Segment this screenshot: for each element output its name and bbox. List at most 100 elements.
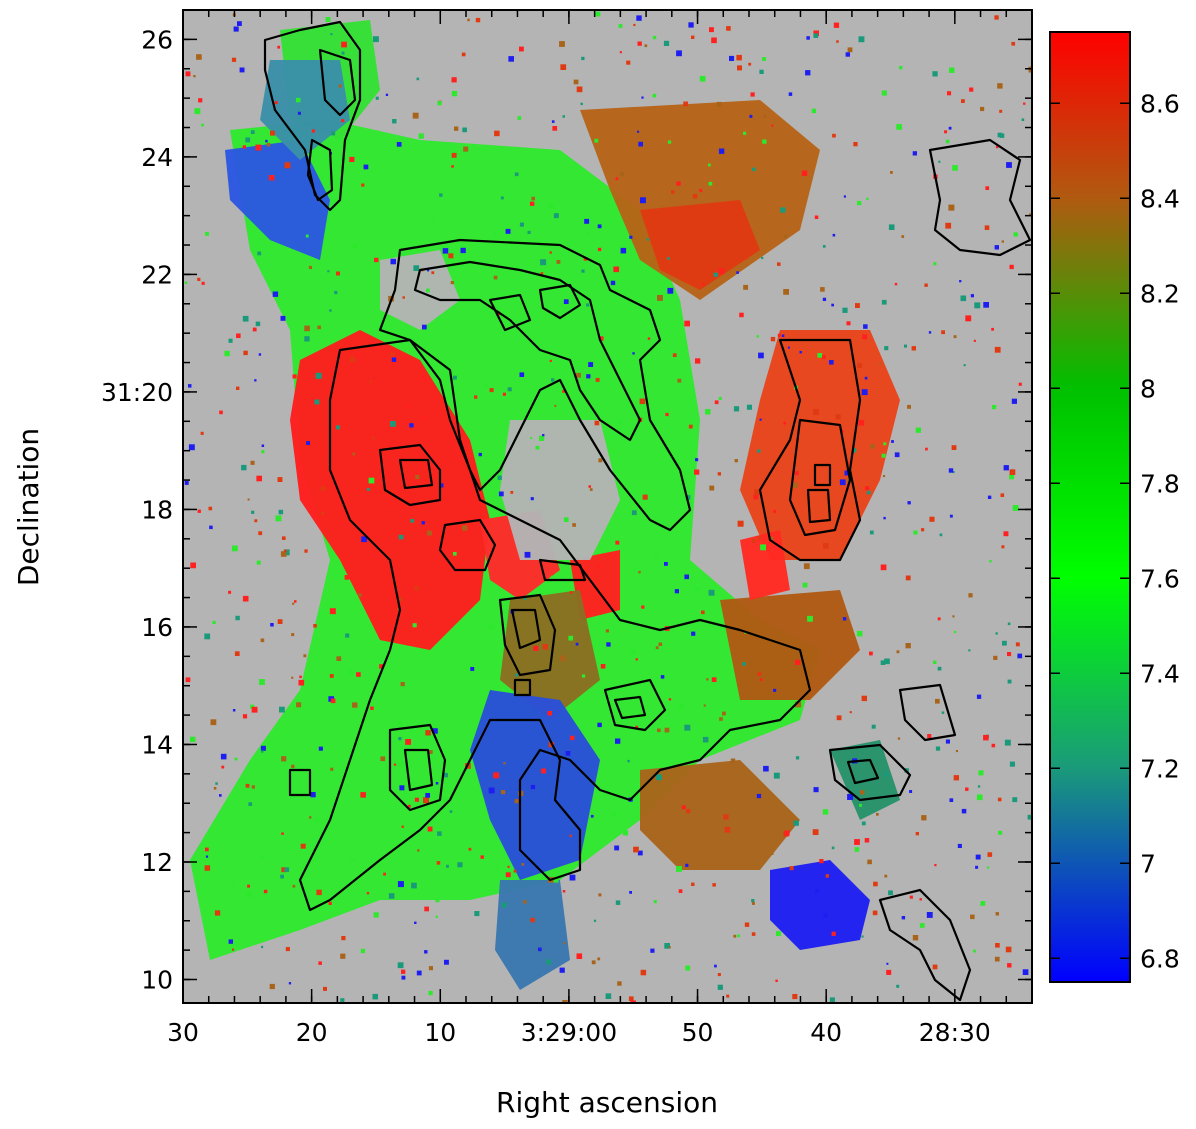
noise-pixel — [411, 882, 417, 889]
noise-pixel — [370, 706, 374, 710]
noise-pixel — [884, 346, 889, 351]
noise-pixel — [713, 272, 718, 277]
noise-pixel — [654, 556, 658, 560]
noise-pixel — [663, 40, 670, 46]
noise-pixel — [305, 234, 309, 238]
colorbar-tick-label: 7 — [1140, 849, 1156, 878]
noise-pixel — [614, 845, 620, 851]
noise-pixel — [219, 794, 222, 797]
noise-pixel — [777, 333, 781, 337]
noise-pixel — [945, 739, 950, 744]
noise-pixel — [947, 91, 952, 96]
noise-pixel — [685, 495, 691, 500]
noise-pixel — [763, 765, 769, 772]
noise-pixel — [1007, 622, 1011, 626]
colorbar-tick-label: 7.6 — [1140, 564, 1180, 593]
noise-pixel — [629, 891, 632, 894]
noise-pixel — [284, 162, 291, 169]
noise-pixel — [743, 284, 749, 290]
noise-pixel — [314, 399, 320, 405]
noise-pixel — [870, 444, 875, 449]
noise-pixel — [215, 782, 218, 785]
noise-pixel — [820, 287, 825, 292]
noise-pixel — [295, 97, 301, 103]
noise-pixel — [214, 910, 221, 916]
noise-pixel — [935, 698, 940, 704]
noise-pixel — [925, 447, 928, 451]
noise-pixel — [636, 15, 642, 21]
noise-pixel — [549, 251, 552, 254]
noise-pixel — [1007, 652, 1012, 657]
emission-regions — [190, 20, 900, 990]
noise-pixel — [1015, 642, 1020, 647]
noise-pixel — [960, 295, 967, 302]
noise-pixel — [750, 92, 755, 97]
noise-pixel — [861, 935, 864, 938]
noise-pixel — [729, 55, 735, 61]
noise-pixel — [987, 852, 993, 857]
noise-pixel — [681, 424, 684, 427]
noise-pixel — [995, 145, 999, 149]
noise-pixel — [676, 50, 682, 57]
noise-pixel — [397, 720, 402, 726]
noise-pixel — [420, 375, 426, 382]
noise-pixel — [275, 515, 282, 522]
noise-pixel — [554, 404, 557, 407]
noise-pixel — [185, 71, 191, 77]
noise-pixel — [937, 666, 942, 671]
noise-pixel — [205, 231, 209, 236]
noise-pixel — [255, 144, 262, 151]
noise-pixel — [691, 631, 696, 636]
noise-pixel — [975, 854, 981, 860]
noise-pixel — [598, 458, 603, 463]
noise-pixel — [859, 803, 862, 807]
noise-pixel — [717, 973, 721, 977]
noise-pixel — [813, 409, 819, 415]
noise-pixel — [978, 770, 984, 776]
noise-pixel — [341, 936, 346, 941]
noise-pixel — [1011, 41, 1016, 46]
noise-pixel — [340, 953, 346, 959]
noise-pixel — [294, 600, 297, 603]
noise-pixel — [331, 131, 336, 136]
colorbar-gradient — [1050, 32, 1130, 982]
noise-pixel — [327, 270, 330, 273]
noise-pixel — [228, 939, 233, 944]
noise-pixel — [883, 442, 887, 446]
noise-pixel — [283, 549, 290, 556]
noise-pixel — [890, 171, 893, 174]
noise-pixel — [417, 849, 420, 852]
contour-line — [388, 723, 447, 812]
noise-pixel — [881, 90, 887, 96]
noise-pixel — [1018, 382, 1022, 386]
noise-pixel — [597, 565, 601, 569]
noise-pixel — [547, 711, 552, 716]
noise-pixel — [998, 830, 1003, 835]
colorbar-tick-label: 8.4 — [1140, 184, 1180, 213]
noise-pixel — [323, 986, 327, 991]
noise-pixel — [975, 865, 979, 869]
noise-pixel — [904, 344, 907, 348]
noise-pixel — [997, 83, 1003, 89]
noise-pixel — [769, 536, 774, 541]
noise-pixel — [527, 230, 531, 234]
noise-pixel — [970, 294, 974, 298]
noise-pixel — [854, 847, 860, 852]
noise-pixel — [905, 575, 911, 581]
noise-pixel — [352, 452, 355, 456]
noise-pixel — [280, 315, 286, 321]
noise-pixel — [510, 491, 514, 494]
noise-pixel — [594, 138, 599, 143]
noise-pixel — [968, 593, 973, 598]
noise-pixel — [773, 772, 780, 779]
noise-pixel — [945, 139, 950, 144]
x-tick-label: 28:30 — [919, 1018, 991, 1047]
contour-line — [758, 338, 862, 562]
noise-pixel — [204, 865, 211, 871]
noise-pixel — [667, 257, 670, 260]
noise-pixel — [762, 57, 766, 61]
noise-pixel — [1023, 102, 1026, 105]
noise-pixel — [994, 346, 1001, 353]
noise-pixel — [717, 984, 723, 990]
noise-pixel — [397, 962, 404, 969]
